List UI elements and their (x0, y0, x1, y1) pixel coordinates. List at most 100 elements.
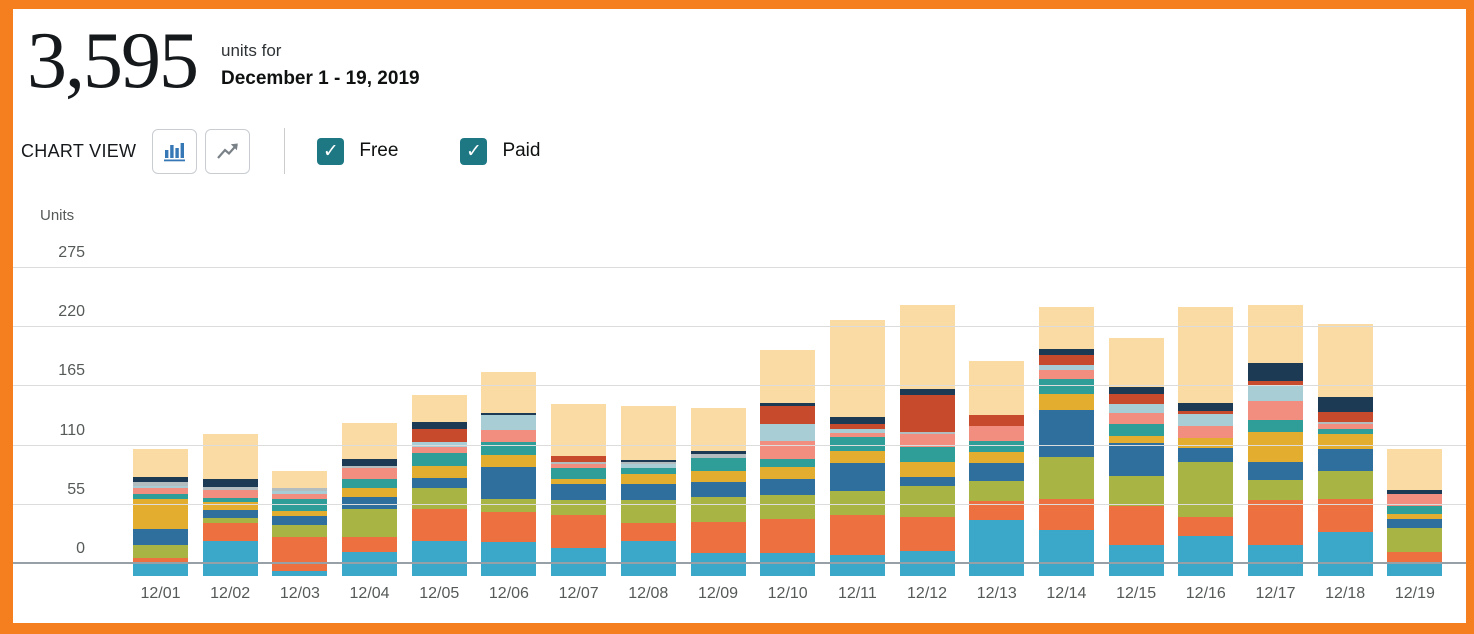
bar-segment-brick (1108, 394, 1164, 404)
bar-segment-sky (342, 552, 398, 576)
x-axis-baseline (13, 562, 1466, 564)
bar-segment-gold (342, 487, 398, 498)
bar-segment-cream (1178, 306, 1234, 403)
bar-segment-cream (272, 470, 328, 488)
bar-segment-cream (342, 423, 398, 459)
bar-segment-gray (202, 486, 258, 491)
paid-checkbox[interactable]: ✓ (460, 137, 488, 165)
bar-segment-sky (272, 570, 328, 576)
chart-toolbar: CHART VIEW (21, 127, 1466, 175)
bar-segment-salmon (272, 494, 328, 499)
bar-stack (1108, 338, 1164, 576)
bar-segment-olive (1387, 527, 1443, 553)
bar-segment-salmon (1038, 370, 1094, 380)
bar-segment-olive (1178, 461, 1234, 517)
x-axis-label: 12/15 (1116, 585, 1157, 602)
bar-segment-cream (620, 405, 676, 460)
bar-segment-gold (1317, 433, 1373, 450)
bar-segment-steel (1248, 461, 1303, 481)
bar-stack (202, 434, 258, 576)
x-axis-label: 12/08 (628, 585, 669, 602)
bar-chart-toggle-button[interactable] (152, 128, 198, 174)
bar-segment-olive (133, 544, 188, 558)
bar-segment-powder (1178, 413, 1234, 427)
bar-segment-orange (411, 509, 467, 541)
bar-segment-sky (690, 553, 746, 576)
bar-segment-sky (1317, 531, 1373, 576)
bar-segment-gold (760, 467, 816, 480)
x-axis-label: 12/13 (976, 585, 1017, 602)
bar-stack (1038, 306, 1094, 576)
bar-segment-salmon (411, 446, 467, 454)
bar-column-12/06: 12/06 (481, 371, 537, 604)
bar-segment-cream (411, 395, 467, 423)
bar-segment-teal (133, 494, 188, 499)
bar-segment-navy (1317, 397, 1373, 413)
x-axis-label: 12/18 (1325, 585, 1366, 602)
free-checkbox[interactable]: ✓ (317, 137, 345, 165)
bar-segment-gray (551, 461, 607, 464)
bar-stack (342, 423, 398, 576)
bar-segment-steel (620, 483, 676, 500)
bar-segment-navy (202, 479, 258, 487)
bar-segment-salmon (1387, 494, 1443, 507)
bar-column-12/01: 12/01 (133, 449, 188, 604)
bar-segment-brick (551, 456, 607, 462)
bar-column-12/11: 12/11 (829, 319, 885, 604)
bar-segment-salmon (1108, 412, 1164, 425)
y-gridline-220 (13, 326, 1466, 328)
bar-segment-navy (1248, 363, 1303, 382)
bar-segment-powder (620, 464, 676, 469)
bar-segment-gray (272, 487, 328, 492)
x-axis-label: 12/05 (419, 585, 460, 602)
bar-segment-orange (342, 537, 398, 553)
bar-segment-teal (690, 457, 746, 471)
bar-segment-teal (899, 446, 955, 462)
bar-segment-cream (969, 360, 1025, 416)
paid-filter: ✓ Paid (460, 137, 540, 165)
bar-segment-gold (133, 498, 188, 529)
bar-segment-cream (899, 304, 955, 389)
x-axis-label: 12/10 (767, 585, 808, 602)
header-meta: units for December 1 - 19, 2019 (221, 21, 420, 90)
bar-segment-sky (1108, 544, 1164, 576)
y-tick-label-220: 220 (58, 303, 85, 321)
bar-segment-gold (1248, 431, 1303, 462)
bar-segment-olive (411, 487, 467, 510)
bar-segment-orange (760, 519, 816, 554)
bar-segment-navy (1178, 402, 1234, 412)
bar-segment-sky (481, 541, 537, 576)
bar-segment-olive (969, 481, 1025, 501)
bar-segment-sky (133, 564, 188, 576)
bar-segment-steel (1317, 449, 1373, 471)
bar-segment-sky (969, 520, 1025, 576)
bar-segment-steel (899, 477, 955, 486)
bar-segment-sky (1387, 564, 1443, 576)
bar-segment-powder (411, 441, 467, 447)
bar-segment-teal (829, 437, 885, 452)
bar-stack (620, 405, 676, 576)
bar-column-12/05: 12/05 (411, 395, 467, 604)
units-for-label: units for (221, 41, 282, 60)
bar-segment-gray (133, 482, 188, 486)
bar-stack (551, 403, 607, 576)
bar-segment-steel (1038, 410, 1094, 457)
bar-stack (133, 449, 188, 576)
line-chart-toggle-button[interactable] (205, 128, 251, 174)
plot-area: 12/01 12/02 12/03 12/04 12/05 12/06 12/07 12/08… (13, 244, 1466, 602)
bar-segment-teal (202, 497, 258, 502)
x-axis-label: 12/03 (279, 585, 320, 602)
bar-segment-gold (1178, 438, 1234, 448)
bar-segment-steel (481, 467, 537, 499)
bar-segment-steel (760, 479, 816, 496)
bar-segment-powder (272, 491, 328, 495)
bar-segment-brick (411, 428, 467, 442)
bar-segment-cream (690, 408, 746, 452)
bar-segment-gold (551, 479, 607, 485)
bar-segment-olive (1038, 456, 1094, 499)
bar-segment-steel (202, 510, 258, 518)
bar-segment-gold (272, 511, 328, 516)
x-axis-label: 12/01 (140, 585, 181, 602)
bar-segment-orange (481, 511, 537, 542)
bar-column-12/12: 12/12 (899, 304, 955, 604)
